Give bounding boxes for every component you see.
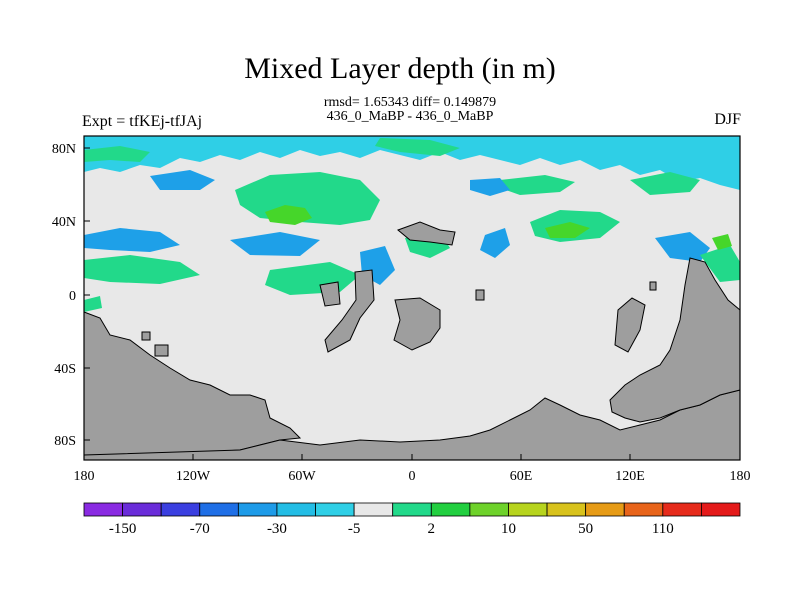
lon-label: 60E [510, 469, 533, 484]
north-pacific-core [265, 205, 312, 225]
colorbar-label: -150 [109, 521, 137, 537]
tropical-green-west [84, 255, 200, 284]
season-label: DJF [714, 111, 741, 128]
colorbar-swatch [199, 502, 239, 517]
small-island [649, 281, 657, 291]
colorbar-swatch [585, 502, 625, 517]
equatorial-green [84, 296, 102, 312]
small-island [141, 331, 151, 341]
arctic-anomaly-band [84, 136, 740, 190]
lon-label: 180 [730, 469, 751, 484]
tropical-blue-west [84, 228, 180, 252]
southeast-green [630, 172, 700, 195]
small-island [154, 344, 169, 357]
colorbar-swatch [237, 502, 278, 517]
colorbar-swatch [508, 502, 548, 517]
tropical-blue-indian [655, 232, 710, 262]
lat-label: 0 [69, 289, 76, 304]
colorbar-swatch [315, 502, 355, 517]
lon-label: 180 [74, 469, 95, 484]
small-island [475, 289, 485, 301]
mid-lat-blue-patch [470, 178, 510, 196]
colorbar-swatch [160, 502, 201, 517]
lat-label: 80S [54, 434, 76, 449]
lon-label: 0 [409, 469, 416, 484]
island-landmass [393, 297, 441, 351]
stats-line: rmsd= 1.65343 diff= 0.149879 [323, 95, 497, 110]
experiment-label: Expt = tfKEj-tfJAj [82, 113, 203, 130]
lon-label: 120E [615, 469, 645, 484]
europe-fragment-landmass [397, 221, 456, 246]
stats-block: rmsd= 1.65343 diff= 0.149879 436_0_MaBP … [0, 96, 800, 124]
colorbar-swatch [623, 502, 664, 517]
lon-label: 60W [288, 469, 316, 484]
east-pacific-green [500, 175, 575, 195]
africa-landmass [609, 257, 741, 423]
latitude-axis: 80N 40N 0 40S 80S [52, 142, 90, 449]
arctic-green-patch [375, 138, 460, 156]
tropical-blue-atlantic [480, 228, 510, 258]
arctic-green-patch [84, 146, 150, 162]
colorbar: -150 -70 -30 -5 2 10 50 110 [83, 502, 741, 537]
madagascar-landmass [614, 297, 646, 353]
colorbar-swatch [430, 502, 471, 517]
colorbar-label: 50 [578, 521, 593, 537]
subtitle: 436_0_MaBP - 436_0_MaBP [326, 109, 494, 124]
mid-lat-blue-patch [150, 170, 215, 190]
colorbar-swatch [469, 502, 509, 517]
colorbar-label: 110 [652, 521, 674, 537]
lon-label: 120W [176, 469, 211, 484]
longitude-axis: 180 120W 60W 0 60E 120E 180 [74, 454, 751, 484]
colorbar-label: -70 [190, 521, 210, 537]
colorbar-label: 10 [501, 521, 516, 537]
lat-label: 40N [52, 215, 76, 230]
colorbar-label: -5 [348, 521, 361, 537]
colorbar-label: -30 [267, 521, 287, 537]
colorbar-swatch [122, 502, 162, 517]
colorbar-swatch [662, 502, 702, 517]
colorbar-swatch [701, 502, 741, 517]
colorbar-swatch [276, 502, 316, 517]
tropical-green-core [712, 234, 732, 250]
map-plot-area [83, 135, 741, 461]
chart-title: Mixed Layer depth (in m) [244, 52, 556, 85]
tropical-green-indian [700, 245, 740, 282]
island-landmass [324, 269, 375, 353]
colorbar-swatch [83, 502, 123, 517]
colorbar-swatch [392, 502, 432, 517]
north-atlantic-core [545, 222, 590, 238]
colorbar-label: 2 [428, 521, 436, 537]
colorbar-swatch [353, 502, 394, 517]
lat-label: 80N [52, 142, 76, 157]
tropical-blue-central [230, 232, 320, 256]
lat-label: 40S [54, 362, 76, 377]
central-america-landmass [319, 281, 341, 307]
colorbar-swatch [546, 502, 587, 517]
